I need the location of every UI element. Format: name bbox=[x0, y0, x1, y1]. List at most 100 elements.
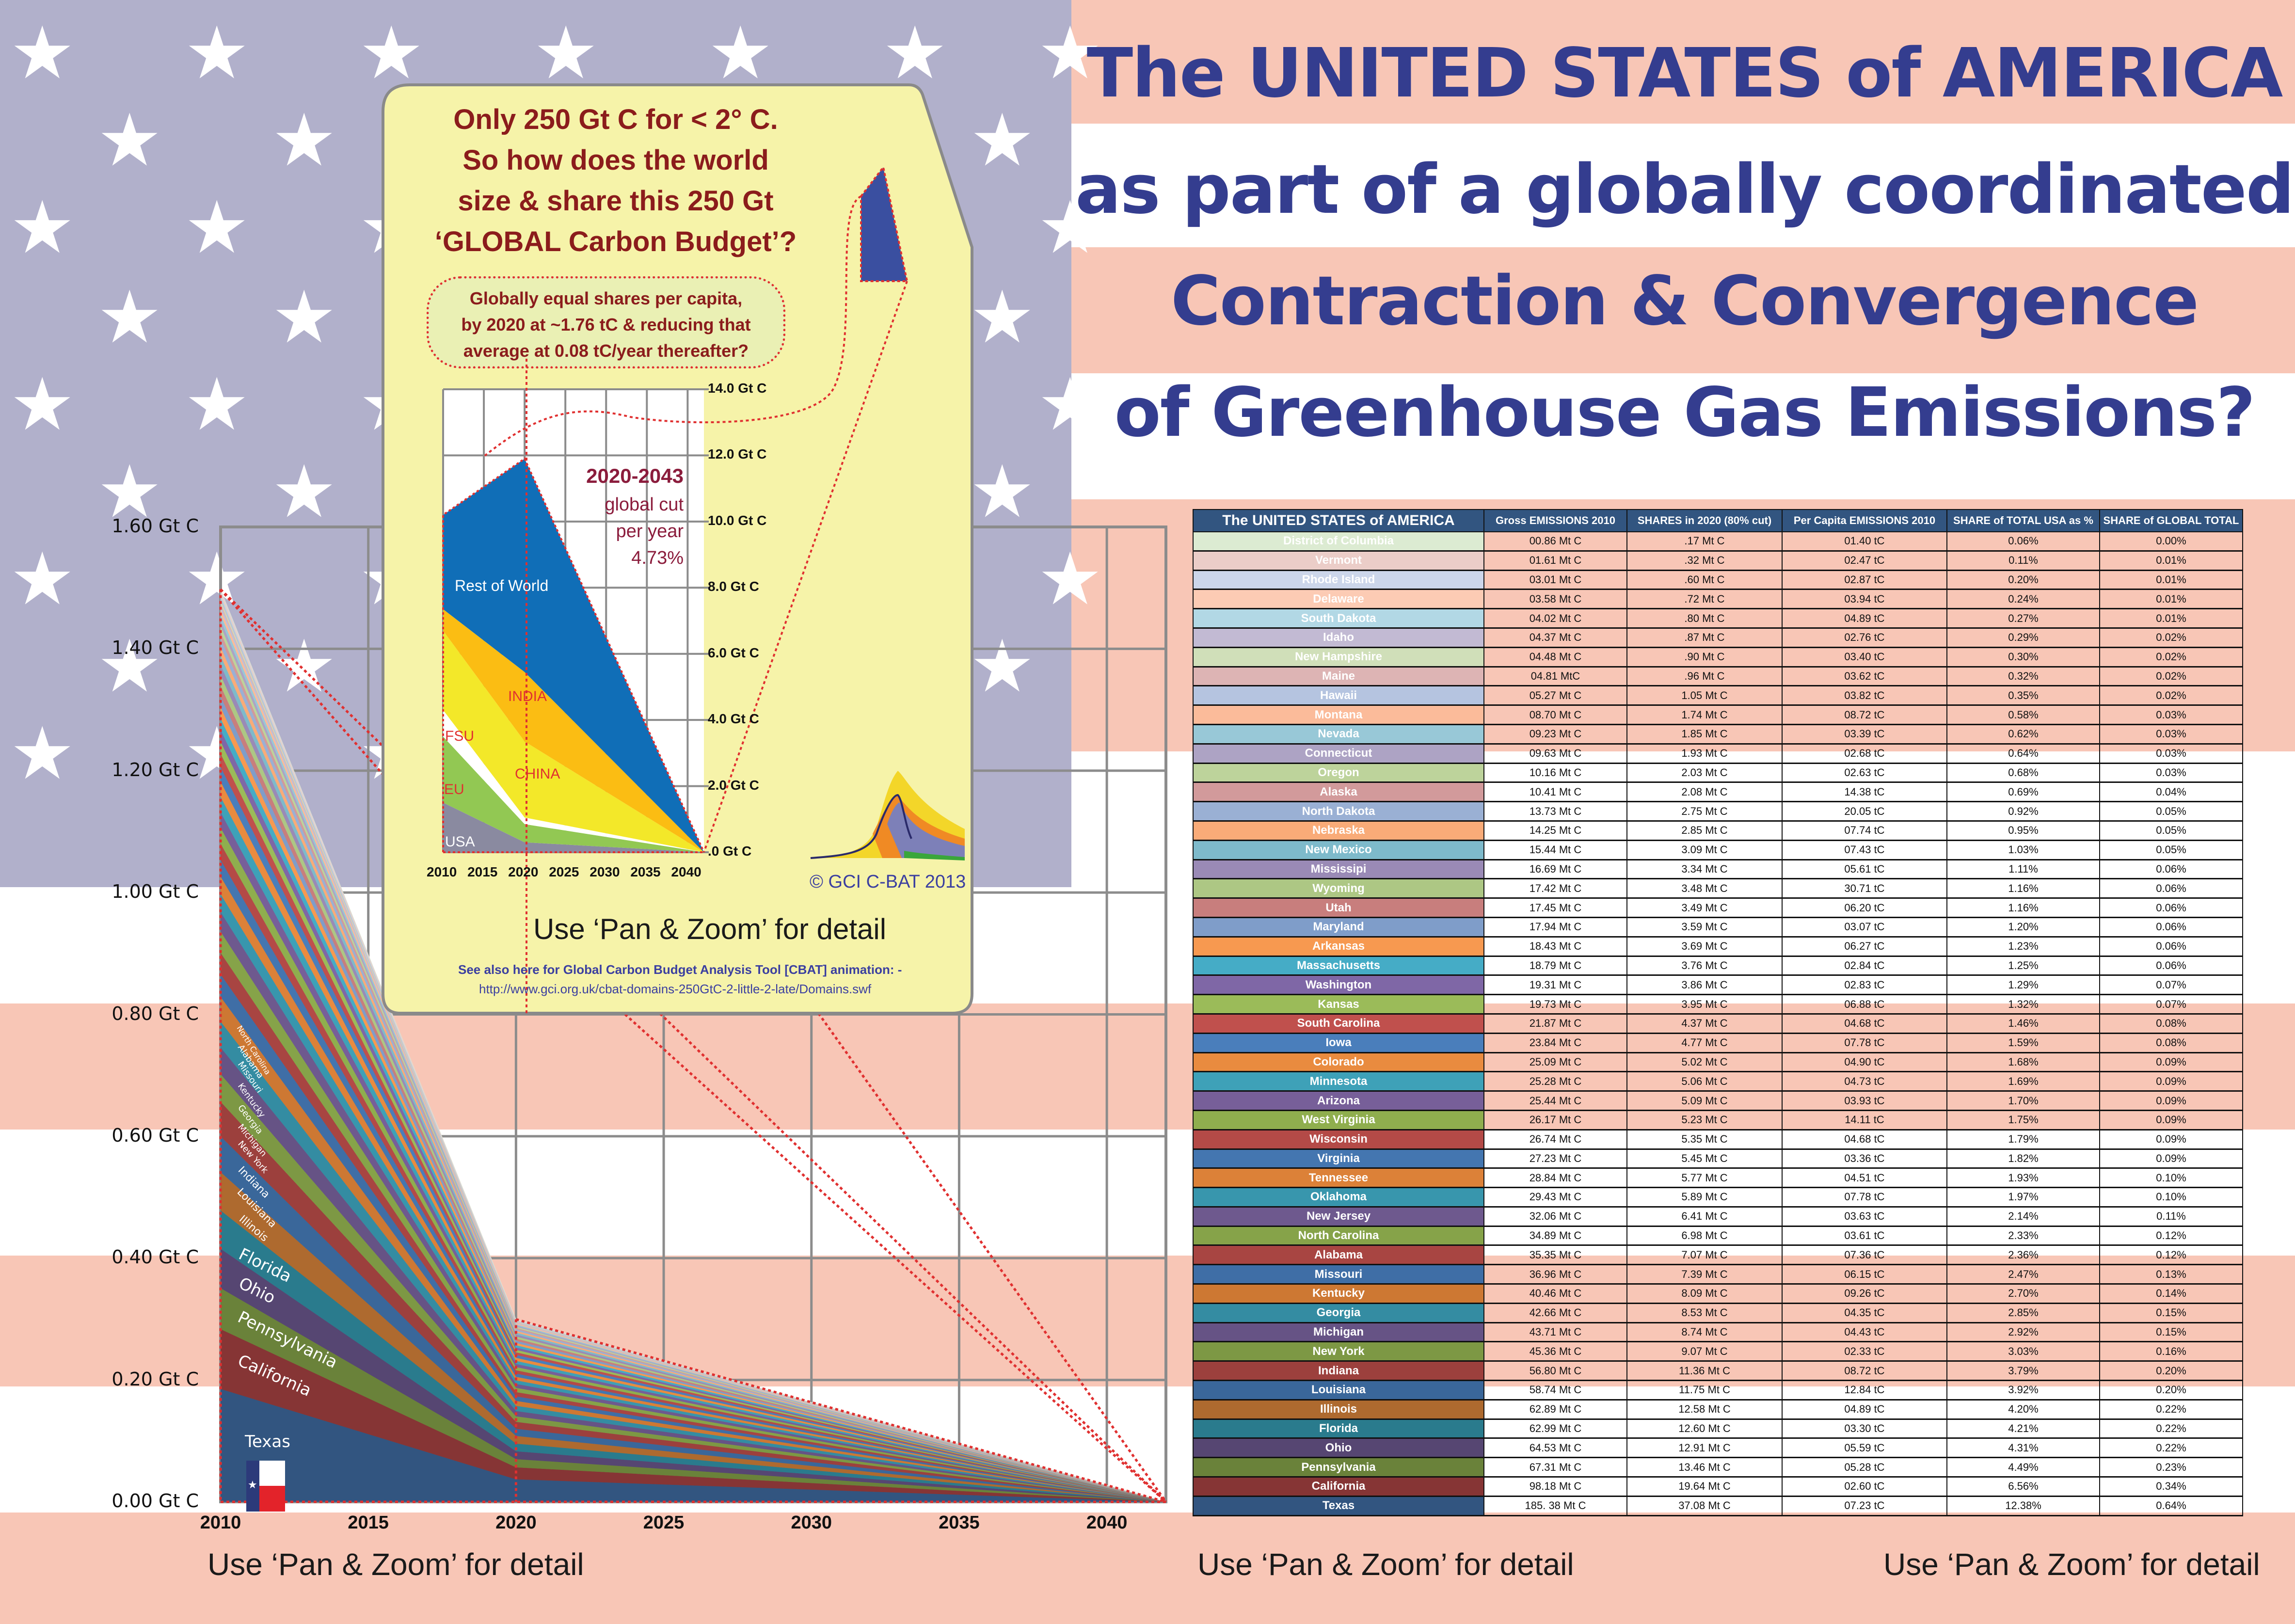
flag-stripe-red bbox=[0, 1513, 2295, 1624]
per-capita-cell: 07.78 tC bbox=[1782, 1033, 1947, 1053]
state-cell: Ohio bbox=[1193, 1438, 1484, 1459]
x-tick-label: 2020 bbox=[495, 1513, 537, 1533]
table-row: New Jersey 32.06 Mt C 6.41 Mt C 03.63 tC 2.1… bbox=[1193, 1207, 2243, 1227]
share-global-cell: 0.09% bbox=[2099, 1130, 2243, 1150]
gross-emissions-cell: 10.41 Mt C bbox=[1483, 782, 1627, 803]
per-capita-cell: 03.30 tC bbox=[1782, 1419, 1947, 1439]
share-2020-cell: 4.77 Mt C bbox=[1626, 1033, 1783, 1053]
per-capita-cell: 05.59 tC bbox=[1782, 1438, 1947, 1459]
table-row: Nebraska 14.25 Mt C 2.85 Mt C 07.74 tC 0.95%… bbox=[1193, 821, 2243, 841]
share-global-cell: 0.02% bbox=[2099, 667, 2243, 687]
state-cell: New Hampshire bbox=[1193, 647, 1484, 668]
share-global-cell: 0.01% bbox=[2099, 608, 2243, 629]
per-capita-cell: 03.07 tC bbox=[1782, 917, 1947, 938]
table-row: Iowa 23.84 Mt C 4.77 Mt C 07.78 tC 1.59% 0.08… bbox=[1193, 1033, 2243, 1053]
flag-star-icon: ★ bbox=[184, 186, 250, 270]
state-cell: North Carolina bbox=[1193, 1226, 1484, 1246]
share-global-cell: 0.03% bbox=[2099, 724, 2243, 745]
flag-star-icon: ★ bbox=[97, 98, 162, 183]
table-row: Tennessee 28.84 Mt C 5.77 Mt C 04.51 tC 1.93… bbox=[1193, 1168, 2243, 1189]
gross-emissions-cell: 01.61 Mt C bbox=[1483, 551, 1627, 571]
share-usa-cell: 2.14% bbox=[1946, 1207, 2100, 1227]
state-cell: Virginia bbox=[1193, 1149, 1484, 1169]
share-global-cell: 0.13% bbox=[2099, 1264, 2243, 1285]
state-cell: New York bbox=[1193, 1341, 1484, 1362]
share-global-cell: 0.22% bbox=[2099, 1438, 2243, 1459]
gross-emissions-cell: 36.96 Mt C bbox=[1483, 1264, 1627, 1285]
share-usa-cell: 1.20% bbox=[1946, 917, 2100, 938]
share-2020-cell: 2.08 Mt C bbox=[1626, 782, 1783, 803]
per-capita-cell: 03.36 tC bbox=[1782, 1149, 1947, 1169]
share-usa-cell: 0.35% bbox=[1946, 685, 2100, 706]
share-2020-cell: 3.48 Mt C bbox=[1626, 878, 1783, 899]
gross-emissions-cell: 08.70 Mt C bbox=[1483, 705, 1627, 725]
inset-y-tick-label: 8.0 Gt C bbox=[708, 579, 759, 594]
share-2020-cell: 5.23 Mt C bbox=[1626, 1110, 1783, 1130]
share-2020-cell: 13.46 Mt C bbox=[1626, 1457, 1783, 1478]
gross-emissions-cell: 56.80 Mt C bbox=[1483, 1361, 1627, 1382]
table-row: Alabama 35.35 Mt C 7.07 Mt C 07.36 tC 2.36% 0… bbox=[1193, 1245, 2243, 1266]
inset-x-tick-label: 2030 bbox=[590, 864, 620, 879]
flag-star-icon: ★ bbox=[970, 275, 1035, 360]
inset-y-tick-label: 14.0 Gt C bbox=[708, 381, 767, 396]
per-capita-cell: 02.47 tC bbox=[1782, 551, 1947, 571]
share-global-cell: 0.14% bbox=[2099, 1284, 2243, 1304]
state-cell: Kentucky bbox=[1193, 1284, 1484, 1304]
state-cell: Kansas bbox=[1193, 994, 1484, 1015]
table-row: Missouri 36.96 Mt C 7.39 Mt C 06.15 tC 2.47%… bbox=[1193, 1264, 2243, 1285]
per-capita-cell: 04.90 tC bbox=[1782, 1052, 1947, 1073]
gross-emissions-cell: 34.89 Mt C bbox=[1483, 1226, 1627, 1246]
share-global-cell: 0.04% bbox=[2099, 782, 2243, 803]
gross-emissions-cell: 14.25 Mt C bbox=[1483, 821, 1627, 841]
share-usa-cell: 3.79% bbox=[1946, 1361, 2100, 1382]
inset-cbat-link[interactable]: http://www.gci.org.uk/cbat-domains-250Gt… bbox=[479, 982, 872, 996]
share-global-cell: 0.06% bbox=[2099, 937, 2243, 957]
share-usa-cell: 2.85% bbox=[1946, 1303, 2100, 1323]
gross-emissions-cell: 45.36 Mt C bbox=[1483, 1341, 1627, 1362]
table-row: Hawaii 05.27 Mt C 1.05 Mt C 03.82 tC 0.35% 0.… bbox=[1193, 685, 2243, 706]
per-capita-cell: 03.61 tC bbox=[1782, 1226, 1947, 1246]
flag-star-icon: ★ bbox=[10, 537, 75, 621]
cut-period: 2020-2043 bbox=[586, 464, 684, 487]
share-global-cell: 0.09% bbox=[2099, 1052, 2243, 1073]
gross-emissions-cell: 35.35 Mt C bbox=[1483, 1245, 1627, 1266]
table-row: Montana 08.70 Mt C 1.74 Mt C 08.72 tC 0.58% 0… bbox=[1193, 705, 2243, 725]
table-row: Utah 17.45 Mt C 3.49 Mt C 06.20 tC 1.16% 0.06… bbox=[1193, 898, 2243, 918]
gross-emissions-cell: 62.89 Mt C bbox=[1483, 1400, 1627, 1420]
texas-flag-icon: ★ bbox=[246, 1461, 285, 1512]
flag-star-icon: ★ bbox=[184, 537, 250, 621]
inset-y-tick-label: 10.0 Gt C bbox=[708, 512, 767, 528]
state-cell: Alabama bbox=[1193, 1245, 1484, 1266]
share-usa-cell: 0.64% bbox=[1946, 744, 2100, 764]
share-2020-cell: 7.07 Mt C bbox=[1626, 1245, 1783, 1266]
gross-emissions-cell: 04.81 MtC bbox=[1483, 667, 1627, 687]
state-cell: Maryland bbox=[1193, 917, 1484, 938]
flag-star-icon: ★ bbox=[10, 363, 75, 447]
pan-zoom-hint-right: Use ‘Pan & Zoom’ for detail bbox=[1883, 1547, 2260, 1582]
state-cell: Illinois bbox=[1193, 1400, 1484, 1420]
table-row: Connecticut 09.63 Mt C 1.93 Mt C 02.68 tC 0.… bbox=[1193, 744, 2243, 764]
state-cell: South Carolina bbox=[1193, 1014, 1484, 1034]
table-row: Pennsylvania 67.31 Mt C 13.46 Mt C 05.28 tC… bbox=[1193, 1457, 2243, 1478]
x-tick-label: 2040 bbox=[1086, 1513, 1128, 1533]
per-capita-cell: 03.39 tC bbox=[1782, 724, 1947, 745]
share-usa-cell: 12.38% bbox=[1946, 1496, 2100, 1516]
per-capita-cell: 07.78 tC bbox=[1782, 1187, 1947, 1208]
inset-question-line: size & share this 250 Gt bbox=[458, 185, 774, 217]
share-2020-cell: 5.45 Mt C bbox=[1626, 1149, 1783, 1169]
gross-emissions-cell: 00.86 Mt C bbox=[1483, 532, 1627, 552]
flag-star-icon: ★ bbox=[10, 712, 75, 796]
cut-value: 4.73% bbox=[631, 548, 684, 568]
state-cell: Mississipi bbox=[1193, 860, 1484, 880]
state-cell: Connecticut bbox=[1193, 744, 1484, 764]
per-capita-cell: 03.94 tC bbox=[1782, 589, 1947, 610]
per-capita-cell: 02.76 tC bbox=[1782, 628, 1947, 648]
share-global-cell: 0.05% bbox=[2099, 821, 2243, 841]
gross-emissions-cell: 19.31 Mt C bbox=[1483, 975, 1627, 996]
share-usa-cell: 6.56% bbox=[1946, 1477, 2100, 1497]
gross-emissions-cell: 03.58 Mt C bbox=[1483, 589, 1627, 610]
cut-label: global cut bbox=[605, 494, 684, 515]
share-2020-cell: .96 Mt C bbox=[1626, 667, 1783, 687]
share-usa-cell: 4.31% bbox=[1946, 1438, 2100, 1459]
